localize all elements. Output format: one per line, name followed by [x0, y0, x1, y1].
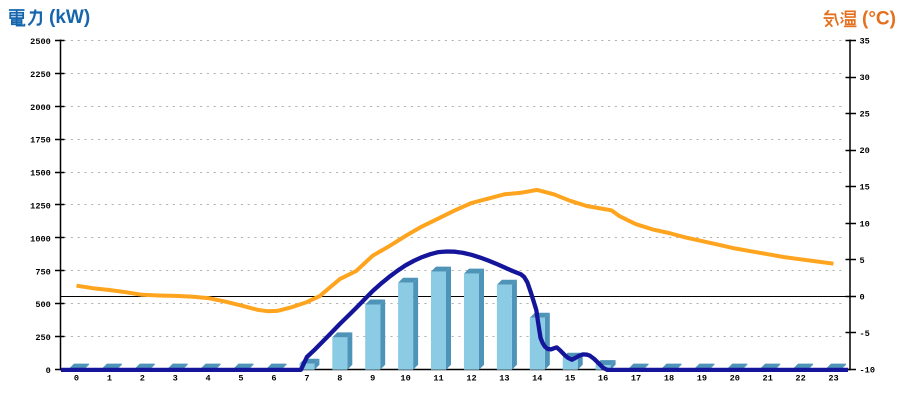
svg-text:15: 15 — [860, 183, 870, 193]
svg-text:23: 23 — [828, 373, 838, 383]
svg-text:5: 5 — [860, 256, 865, 266]
svg-text:25: 25 — [860, 110, 870, 120]
svg-text:750: 750 — [35, 267, 50, 277]
svg-text:14: 14 — [532, 373, 542, 383]
svg-text:500: 500 — [35, 300, 50, 310]
svg-text:-5: -5 — [860, 329, 870, 339]
svg-text:15: 15 — [565, 373, 575, 383]
svg-text:250: 250 — [35, 333, 50, 343]
svg-text:0: 0 — [860, 292, 865, 302]
svg-text:1750: 1750 — [30, 136, 51, 146]
svg-text:(kW): (kW) — [49, 7, 90, 28]
svg-text:22: 22 — [795, 373, 805, 383]
svg-text:1250: 1250 — [30, 202, 51, 212]
svg-text:0: 0 — [74, 373, 79, 383]
svg-text:35: 35 — [860, 37, 870, 47]
svg-text:2500: 2500 — [30, 37, 51, 47]
svg-text:1500: 1500 — [30, 169, 51, 179]
svg-text:-10: -10 — [860, 366, 875, 376]
svg-text:3: 3 — [173, 373, 178, 383]
svg-text:21: 21 — [763, 373, 773, 383]
svg-text:7: 7 — [304, 373, 309, 383]
svg-text:9: 9 — [370, 373, 375, 383]
svg-text:1000: 1000 — [30, 234, 51, 244]
svg-text:6: 6 — [271, 373, 276, 383]
svg-text:0: 0 — [46, 366, 51, 376]
svg-text:8: 8 — [337, 373, 342, 383]
svg-text:16: 16 — [598, 373, 608, 383]
svg-text:5: 5 — [238, 373, 243, 383]
svg-text:1: 1 — [107, 373, 112, 383]
svg-text:20: 20 — [860, 146, 870, 156]
svg-text:2250: 2250 — [30, 70, 51, 80]
svg-text:20: 20 — [730, 373, 740, 383]
svg-text:10: 10 — [860, 219, 870, 229]
svg-text:(°C): (°C) — [862, 9, 896, 30]
svg-text:17: 17 — [631, 373, 641, 383]
svg-text:2000: 2000 — [30, 103, 51, 113]
svg-text:2: 2 — [140, 373, 145, 383]
svg-text:30: 30 — [860, 73, 870, 83]
svg-text:12: 12 — [466, 373, 476, 383]
svg-text:11: 11 — [433, 373, 443, 383]
svg-text:10: 10 — [400, 373, 410, 383]
svg-text:4: 4 — [206, 373, 211, 383]
svg-text:18: 18 — [664, 373, 674, 383]
svg-text:13: 13 — [499, 373, 509, 383]
svg-text:19: 19 — [697, 373, 707, 383]
